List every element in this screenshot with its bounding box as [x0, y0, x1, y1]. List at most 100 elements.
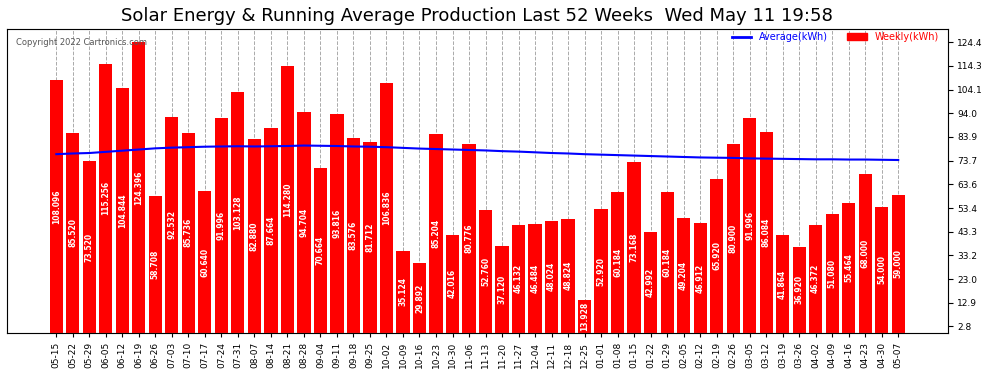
Bar — [165, 117, 178, 333]
Text: 51.080: 51.080 — [828, 259, 837, 288]
Text: 36.920: 36.920 — [795, 275, 804, 304]
Text: 106.836: 106.836 — [382, 191, 391, 225]
Text: 46.132: 46.132 — [514, 264, 523, 294]
Text: 86.084: 86.084 — [761, 217, 770, 247]
Text: 93.816: 93.816 — [333, 209, 342, 238]
Text: 35.124: 35.124 — [399, 277, 408, 306]
Text: 73.520: 73.520 — [85, 232, 94, 261]
Bar — [495, 246, 509, 333]
Bar — [660, 192, 674, 333]
Bar — [809, 225, 823, 333]
Bar — [529, 224, 542, 333]
Text: 13.928: 13.928 — [580, 302, 589, 331]
Bar — [215, 118, 228, 333]
Legend: Average(kWh), Weekly(kWh): Average(kWh), Weekly(kWh) — [728, 28, 942, 46]
Text: 103.128: 103.128 — [234, 195, 243, 230]
Bar — [148, 196, 162, 333]
Text: 80.776: 80.776 — [464, 224, 473, 253]
Text: 85.520: 85.520 — [68, 219, 77, 248]
Bar — [628, 162, 641, 333]
Bar — [776, 235, 789, 333]
Bar — [842, 203, 855, 333]
Text: 85.204: 85.204 — [432, 219, 441, 248]
Title: Solar Energy & Running Average Production Last 52 Weeks  Wed May 11 19:58: Solar Energy & Running Average Productio… — [122, 7, 834, 25]
Text: 41.864: 41.864 — [778, 269, 787, 298]
Text: 80.900: 80.900 — [729, 224, 738, 253]
Bar — [346, 138, 360, 333]
Text: 115.256: 115.256 — [101, 181, 110, 215]
Bar — [793, 247, 806, 333]
Bar — [66, 133, 79, 333]
Bar — [743, 118, 756, 333]
Text: 48.024: 48.024 — [547, 262, 556, 291]
Text: 91.996: 91.996 — [217, 211, 226, 240]
Text: 68.000: 68.000 — [860, 239, 869, 268]
Text: 81.712: 81.712 — [365, 223, 374, 252]
Bar — [413, 263, 426, 333]
Text: 52.920: 52.920 — [597, 256, 606, 285]
Text: 92.532: 92.532 — [167, 210, 176, 239]
Bar — [759, 132, 773, 333]
Bar — [380, 83, 393, 333]
Bar — [281, 66, 294, 333]
Bar — [892, 195, 905, 333]
Text: 37.120: 37.120 — [498, 275, 507, 304]
Text: 46.912: 46.912 — [696, 264, 705, 292]
Bar — [826, 213, 839, 333]
Bar — [561, 219, 574, 333]
Text: 60.184: 60.184 — [613, 248, 622, 277]
Bar — [875, 207, 888, 333]
Text: 55.464: 55.464 — [844, 254, 853, 282]
Text: 73.168: 73.168 — [630, 232, 639, 262]
Bar — [297, 112, 311, 333]
Text: 85.736: 85.736 — [184, 218, 193, 248]
Bar — [182, 133, 195, 333]
Text: 42.016: 42.016 — [448, 269, 457, 298]
Bar — [248, 139, 261, 333]
Text: 52.760: 52.760 — [481, 256, 490, 286]
Text: 46.484: 46.484 — [531, 264, 540, 293]
Bar — [512, 225, 525, 333]
Bar — [50, 80, 63, 333]
Bar — [479, 210, 492, 333]
Bar — [694, 223, 707, 333]
Text: 60.640: 60.640 — [200, 248, 209, 276]
Bar — [396, 251, 410, 333]
Bar — [727, 144, 740, 333]
Bar — [83, 161, 96, 333]
Bar — [430, 134, 443, 333]
Bar — [116, 88, 129, 333]
Text: 87.664: 87.664 — [266, 216, 275, 245]
Bar — [314, 168, 327, 333]
Bar — [264, 128, 277, 333]
Bar — [644, 232, 657, 333]
Text: 49.204: 49.204 — [679, 261, 688, 290]
Bar — [594, 209, 608, 333]
Text: Copyright 2022 Cartronics.com: Copyright 2022 Cartronics.com — [17, 38, 148, 47]
Text: 58.708: 58.708 — [150, 249, 159, 279]
Bar — [331, 114, 344, 333]
Text: 70.664: 70.664 — [316, 236, 325, 265]
Text: 42.992: 42.992 — [646, 268, 655, 297]
Text: 59.000: 59.000 — [894, 249, 903, 278]
Bar — [462, 144, 475, 333]
Text: 83.576: 83.576 — [348, 220, 358, 250]
Text: 46.372: 46.372 — [811, 264, 820, 293]
Bar — [363, 142, 376, 333]
Text: 104.844: 104.844 — [118, 193, 127, 228]
Text: 29.892: 29.892 — [415, 283, 424, 312]
Text: 48.824: 48.824 — [563, 261, 572, 291]
Text: 65.920: 65.920 — [712, 242, 721, 270]
Text: 108.096: 108.096 — [51, 189, 60, 224]
Bar — [611, 192, 624, 333]
Text: 124.396: 124.396 — [135, 170, 144, 205]
Bar — [710, 179, 724, 333]
Bar — [232, 92, 245, 333]
Text: 60.184: 60.184 — [662, 248, 671, 277]
Bar — [446, 235, 459, 333]
Text: 91.996: 91.996 — [745, 211, 754, 240]
Text: 114.280: 114.280 — [283, 182, 292, 217]
Bar — [133, 42, 146, 333]
Bar — [858, 174, 872, 333]
Bar — [677, 218, 690, 333]
